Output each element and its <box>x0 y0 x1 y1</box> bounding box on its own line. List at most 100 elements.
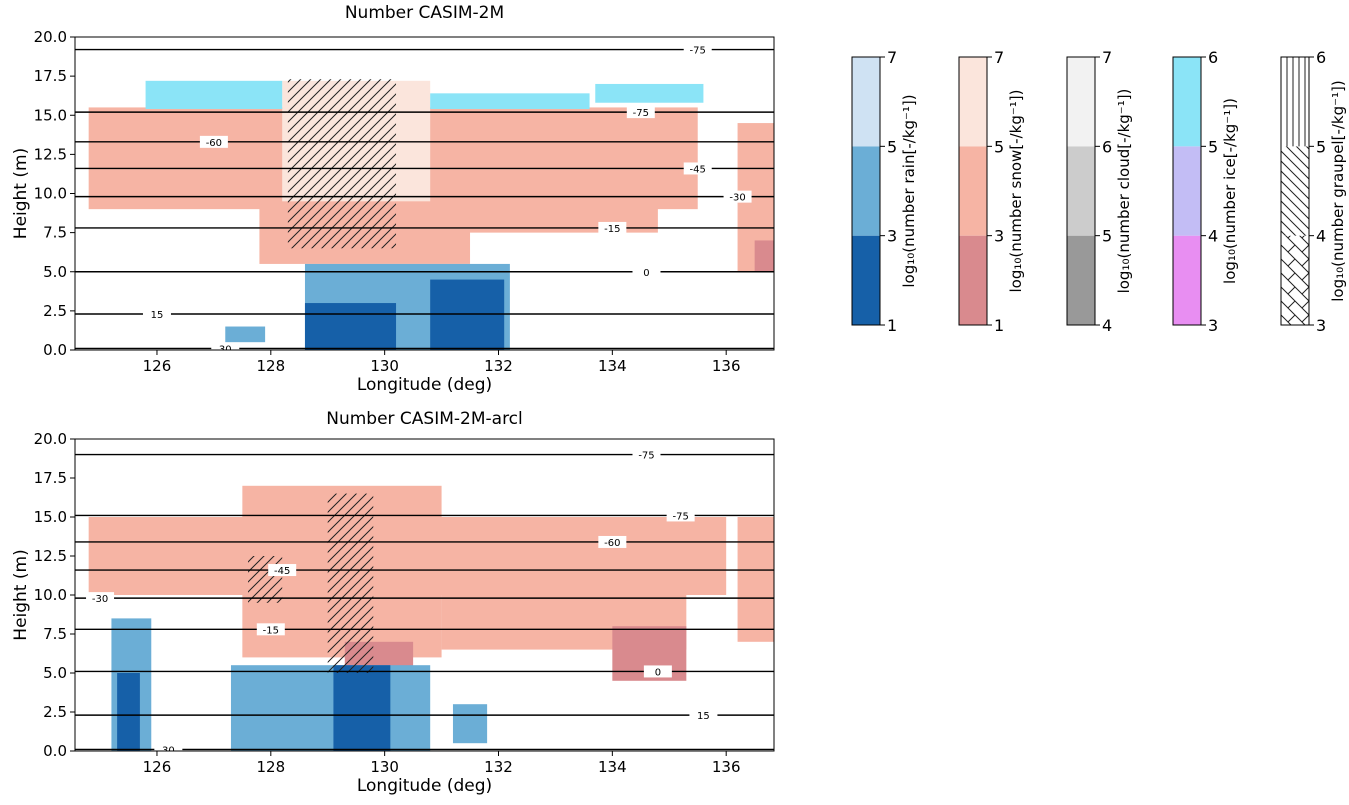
x-tick-label: 130 <box>370 357 399 375</box>
colorbar-tick-label: 5 <box>994 137 1004 156</box>
y-tick-label: 2.5 <box>43 703 67 721</box>
y-tick-label: 0.0 <box>43 742 67 760</box>
colorbar-tick-label: 5 <box>887 137 897 156</box>
contour-label: -75 <box>633 108 649 119</box>
x-tick-label: 134 <box>598 758 627 776</box>
colorbar-hatch <box>1281 235 1309 325</box>
x-axis-label: Longitude (deg) <box>357 375 492 395</box>
y-tick-label: 5.0 <box>43 263 67 281</box>
x-tick-label: 128 <box>256 357 285 375</box>
filled-region <box>754 240 774 272</box>
colorbar-band <box>852 235 880 325</box>
hatch-region <box>327 493 374 673</box>
colorbar-tick-label: 5 <box>1208 137 1218 156</box>
colorbar-band <box>959 57 987 147</box>
contour-label: 15 <box>151 310 164 321</box>
y-tick-label: 0.0 <box>43 341 67 359</box>
contour-label-bg <box>86 592 115 605</box>
x-tick-label: 126 <box>143 758 172 776</box>
contour-label-bg <box>142 308 171 321</box>
colorbar-hatch <box>1281 146 1309 236</box>
y-tick-label: 15.0 <box>34 106 67 124</box>
colorbar-frame <box>958 56 988 326</box>
colorbar-tick-label: 1 <box>887 316 897 335</box>
contour-label-bg <box>598 535 627 548</box>
colorbar-frame <box>851 56 881 326</box>
contour-label-bg <box>683 162 712 175</box>
contour-label: 30 <box>219 344 232 355</box>
colorbar-band <box>852 57 880 147</box>
contour-label: -15 <box>263 625 279 636</box>
contour-label-bg <box>723 190 752 203</box>
chart-title: Number CASIM-2M <box>345 3 504 23</box>
colorbar-band <box>1067 146 1095 236</box>
contour-label: -15 <box>604 224 620 235</box>
x-tick-label: 134 <box>598 357 627 375</box>
y-tick-label: 17.5 <box>34 469 67 487</box>
y-tick-label: 20.0 <box>34 28 67 46</box>
filled-region <box>452 704 488 744</box>
colorbar-tick-label: 7 <box>994 48 1004 67</box>
colorbar-band <box>1173 235 1201 325</box>
contour-label-bg <box>626 106 655 119</box>
y-tick-label: 12.5 <box>34 547 67 565</box>
filled-region <box>413 146 658 233</box>
filled-region <box>145 80 283 109</box>
colorbar-band <box>1173 57 1201 147</box>
x-tick-label: 136 <box>712 758 741 776</box>
colorbar-band <box>959 235 987 325</box>
filled-region <box>225 326 266 343</box>
colorbar-tick-label: 5 <box>1102 227 1112 246</box>
filled-region <box>117 673 140 751</box>
y-tick-label: 15.0 <box>34 508 67 526</box>
hatch-region <box>248 556 283 603</box>
y-tick-label: 7.5 <box>43 625 67 643</box>
contour-label: -75 <box>638 451 654 462</box>
contour-label: -30 <box>92 594 108 605</box>
contour-label-bg <box>643 665 672 678</box>
contour-label: 0 <box>643 268 649 279</box>
y-tick-label: 10.0 <box>34 185 67 203</box>
filled-region <box>430 93 590 109</box>
contour-label-bg <box>666 509 695 522</box>
contour-label: -45 <box>274 566 290 577</box>
colorbar-label: log₁₀(number cloud[-/kg⁻¹]) <box>1115 89 1133 294</box>
plot-area: -75 -75 -60 -45 -30 -15 0 15 30 <box>75 43 774 355</box>
x-axis-label: Longitude (deg) <box>357 776 492 796</box>
contour-label-bg <box>199 135 228 148</box>
colorbar-label: log₁₀(number graupel[-/kg⁻¹]) <box>1329 80 1347 302</box>
colorbar-band <box>1173 146 1201 236</box>
colorbar-band <box>1067 57 1095 147</box>
contour-label-bg <box>211 342 240 350</box>
contour-label: 0 <box>655 667 661 678</box>
filled-region <box>430 279 505 350</box>
colorbar-tick-label: 6 <box>1208 48 1218 67</box>
contour-label: -75 <box>690 46 706 57</box>
colorbar-tick-label: 3 <box>994 227 1004 246</box>
contour-label-bg <box>689 709 718 722</box>
contour-label: -60 <box>206 138 222 149</box>
colorbar-tick-label: 3 <box>1208 316 1218 335</box>
contour-label-bg <box>268 564 297 577</box>
x-tick-label: 136 <box>712 357 741 375</box>
x-tick-label: 130 <box>370 758 399 776</box>
contour-label: -60 <box>604 538 620 549</box>
colorbar-band <box>852 146 880 236</box>
colorbar-tick-label: 4 <box>1208 227 1218 246</box>
colorbar-tick-label: 3 <box>887 227 897 246</box>
colorbar-tick-label: 6 <box>1316 48 1326 67</box>
colorbar-tick-label: 7 <box>1102 48 1112 67</box>
y-tick-label: 20.0 <box>34 430 67 448</box>
y-tick-label: 5.0 <box>43 664 67 682</box>
colorbar-tick-label: 4 <box>1316 227 1326 246</box>
colorbar-tick-label: 3 <box>1316 316 1326 335</box>
filled-region <box>304 303 397 350</box>
colorbar-band <box>959 146 987 236</box>
filled-region <box>737 517 774 642</box>
y-tick-label: 2.5 <box>43 302 67 320</box>
x-tick-label: 128 <box>256 758 285 776</box>
colorbar-frame <box>1066 56 1096 326</box>
y-tick-label: 10.0 <box>34 586 67 604</box>
